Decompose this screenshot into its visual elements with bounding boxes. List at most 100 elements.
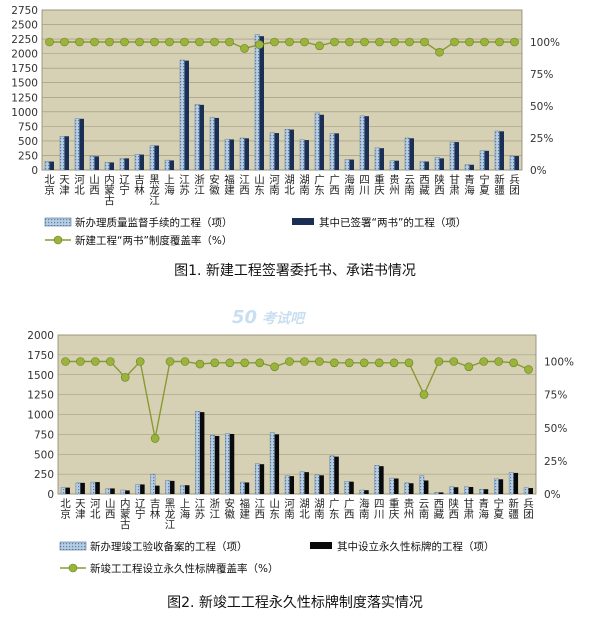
bar-sub bbox=[304, 140, 309, 170]
y2-tick-label: 75% bbox=[530, 69, 553, 81]
bar-sub bbox=[80, 482, 85, 494]
category-label: 河南 bbox=[269, 174, 280, 197]
legend-swatch-sub bbox=[292, 218, 314, 225]
y-tick-label: 0 bbox=[31, 165, 38, 177]
y-tick-label: 2250 bbox=[11, 34, 38, 46]
category-label: 内蒙古 bbox=[104, 173, 115, 207]
bar-total bbox=[479, 489, 484, 495]
bar-sub bbox=[259, 36, 264, 171]
bar-sub bbox=[304, 472, 309, 494]
legend-swatch-marker bbox=[68, 563, 78, 573]
coverage-point bbox=[165, 357, 175, 366]
category-label: 青海 bbox=[478, 497, 489, 521]
category-label: 北京 bbox=[60, 498, 71, 521]
bar-sub bbox=[438, 492, 444, 494]
bar-total bbox=[239, 137, 245, 171]
coverage-point bbox=[240, 358, 249, 368]
y2-tick-label: 0% bbox=[530, 165, 547, 177]
bar-total bbox=[419, 161, 425, 171]
bar-sub bbox=[244, 482, 250, 494]
bar-sub bbox=[409, 138, 414, 170]
bar-total bbox=[404, 482, 410, 495]
coverage-point bbox=[329, 358, 339, 368]
bar-sub bbox=[244, 138, 249, 170]
coverage-point bbox=[240, 44, 249, 53]
bar-sub bbox=[110, 488, 115, 494]
coverage-point bbox=[195, 37, 204, 47]
bar-total bbox=[329, 455, 335, 495]
category-label: 兵团 bbox=[523, 497, 534, 521]
chart-2-caption: 图2. 新竣工工程永久性标牌制度落实情况 bbox=[167, 594, 423, 611]
bar-total bbox=[44, 161, 50, 171]
bar-total bbox=[179, 59, 185, 171]
coverage-point bbox=[255, 358, 265, 368]
legend-label-line: 新建工程“两书”制度覆盖率（%） bbox=[75, 234, 232, 247]
coverage-point bbox=[480, 37, 489, 47]
bar-total bbox=[359, 489, 365, 495]
bar-sub bbox=[319, 114, 324, 170]
coverage-point bbox=[105, 37, 114, 47]
legend-swatch-total bbox=[44, 217, 72, 227]
bar-sub bbox=[409, 483, 414, 494]
y2-tick-label: 0% bbox=[544, 489, 561, 501]
coverage-point bbox=[345, 37, 354, 47]
coverage-point bbox=[76, 357, 85, 366]
coverage-point bbox=[225, 358, 235, 368]
coverage-point bbox=[210, 358, 220, 368]
bar-total bbox=[359, 115, 365, 171]
category-label: 浙江 bbox=[210, 498, 221, 521]
category-label: 山东 bbox=[269, 498, 280, 521]
bar-sub bbox=[498, 479, 504, 494]
bar-total bbox=[449, 486, 455, 495]
coverage-point bbox=[435, 47, 444, 57]
coverage-point bbox=[509, 358, 518, 368]
coverage-point bbox=[270, 37, 279, 47]
coverage-point bbox=[374, 358, 384, 368]
coverage-point bbox=[360, 37, 369, 47]
bar-sub bbox=[513, 472, 519, 494]
bar-sub bbox=[499, 131, 504, 170]
legend-label-sub: 其中已签署“两书”的工程（项） bbox=[319, 216, 466, 229]
chart-2: 0 250 500 750 1000 1250 1500 1750 2000 0% 25% 50% 75… bbox=[27, 330, 574, 575]
bar-sub bbox=[424, 161, 429, 170]
y2-tick-label: 50% bbox=[544, 423, 567, 435]
bar-sub bbox=[154, 145, 159, 170]
category-label: 上海 bbox=[164, 174, 175, 197]
coverage-point bbox=[405, 37, 414, 47]
category-label: 福建 bbox=[239, 497, 250, 521]
bar-sub bbox=[514, 156, 519, 170]
bar-sub bbox=[334, 456, 339, 494]
bar-sub bbox=[394, 478, 399, 494]
category-label: 云南 bbox=[404, 174, 415, 197]
category-label: 广西 bbox=[329, 174, 340, 197]
coverage-point bbox=[120, 37, 129, 47]
bar-total bbox=[164, 159, 170, 171]
category-label: 吉林 bbox=[150, 498, 161, 521]
bar-total bbox=[509, 155, 515, 171]
bar-total bbox=[329, 133, 335, 171]
coverage-point bbox=[135, 357, 145, 366]
bar-sub bbox=[528, 488, 534, 494]
category-label: 江苏 bbox=[179, 174, 190, 197]
y-tick-label: 1500 bbox=[27, 370, 54, 382]
coverage-point bbox=[195, 359, 205, 369]
bar-sub bbox=[259, 464, 265, 494]
category-label: 浙江 bbox=[194, 174, 205, 197]
y2-tick-label: 75% bbox=[544, 390, 567, 402]
category-label: 江苏 bbox=[195, 498, 206, 521]
category-label: 湖南 bbox=[314, 498, 325, 521]
bar-total bbox=[165, 480, 171, 495]
bar-total bbox=[120, 489, 126, 495]
category-label: 宁夏 bbox=[479, 173, 490, 197]
y-tick-label: 2750 bbox=[11, 5, 38, 17]
bar-sub bbox=[379, 466, 384, 494]
bar-total bbox=[149, 145, 155, 171]
bar-total bbox=[494, 130, 500, 171]
y2-tick-label: 100% bbox=[530, 37, 560, 49]
y-tick-label: 2000 bbox=[27, 330, 54, 342]
bar-sub bbox=[469, 164, 474, 170]
watermark-text: 考试吧 bbox=[262, 310, 307, 327]
bar-sub bbox=[289, 129, 294, 170]
coverage-point bbox=[210, 37, 219, 47]
